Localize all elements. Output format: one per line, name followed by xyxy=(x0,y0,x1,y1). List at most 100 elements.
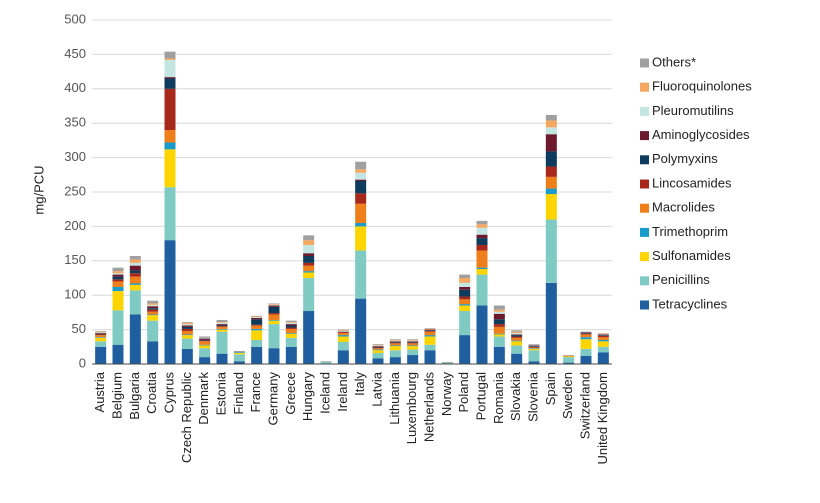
bar-segment xyxy=(129,259,141,263)
bar-segment xyxy=(147,308,159,310)
legend-label: Penicillins xyxy=(652,272,710,287)
bar-segment xyxy=(389,340,401,342)
bar-segment xyxy=(147,306,159,309)
bar-segment xyxy=(95,337,107,342)
bar-segment xyxy=(147,341,159,364)
bar-segment xyxy=(303,272,315,278)
x-tick-label: Netherlands xyxy=(421,372,436,443)
bar-segment xyxy=(597,341,609,347)
x-tick-label: Slovakia xyxy=(508,371,523,421)
x-tick-label: Poland xyxy=(456,372,471,412)
x-tick-label: Iceland xyxy=(317,372,332,414)
bar-segment xyxy=(164,58,176,60)
x-tick-label: France xyxy=(248,372,263,412)
x-tick-label: Finland xyxy=(231,372,246,415)
bar-segment xyxy=(476,305,488,364)
bar-segment xyxy=(493,334,505,337)
y-tick-label: 450 xyxy=(64,46,86,61)
bar-segment xyxy=(372,352,384,359)
bar-segment xyxy=(441,362,453,364)
bar-segment xyxy=(389,342,401,344)
bar-segment xyxy=(285,337,297,347)
bar-segment xyxy=(147,303,159,305)
legend-label: Lincosamides xyxy=(652,175,732,190)
bar-segment xyxy=(181,325,193,327)
bar-segment xyxy=(233,361,245,364)
bar-segment xyxy=(528,361,540,364)
bar-segment xyxy=(95,332,107,334)
bar-segment xyxy=(597,346,609,353)
bar-segment xyxy=(528,348,540,349)
bar-segment xyxy=(147,300,159,304)
bar-segment xyxy=(181,334,193,336)
bar-segment xyxy=(580,332,592,334)
bar-segment xyxy=(372,350,384,353)
bar-segment xyxy=(580,331,592,333)
legend-swatch xyxy=(640,131,649,141)
bar-segment xyxy=(285,322,297,323)
bar-segment xyxy=(337,332,349,334)
bar-segment xyxy=(112,267,124,272)
x-tick-label: Ireland xyxy=(335,372,350,412)
bar-segment xyxy=(129,273,141,277)
bar-segment xyxy=(268,306,280,314)
bar-segment xyxy=(355,169,367,173)
bar-segment xyxy=(147,311,159,315)
bar-segment xyxy=(389,345,401,347)
bar-segment xyxy=(199,357,211,364)
bar-segment xyxy=(424,329,436,331)
bar-segment xyxy=(355,180,367,194)
bar-segment xyxy=(303,240,315,245)
bar-segment xyxy=(285,328,297,334)
bar-segment xyxy=(355,172,367,180)
bar-segment xyxy=(112,273,124,275)
x-tick-label: Belgium xyxy=(109,372,124,419)
bar-segment xyxy=(337,333,349,336)
bar-segment xyxy=(476,234,488,239)
bar-segment xyxy=(511,335,523,337)
bar-segment xyxy=(597,334,609,336)
x-tick-label: Bulgaria xyxy=(127,371,142,419)
bar-segment xyxy=(545,176,557,189)
x-tick-label: Austria xyxy=(92,371,107,412)
x-tick-label: Switzerland xyxy=(577,372,592,439)
bar-segment xyxy=(355,298,367,364)
bar-segment xyxy=(129,283,141,285)
bar-segment xyxy=(181,322,193,323)
bar-segment xyxy=(95,337,107,338)
bar-segment xyxy=(95,333,107,335)
bar-segment xyxy=(216,319,228,323)
legend-label: Polymyxins xyxy=(652,151,718,166)
bar-segment xyxy=(112,310,124,345)
bar-segment xyxy=(511,336,523,338)
bar-segment xyxy=(181,335,193,339)
bar-segment xyxy=(233,354,245,362)
legend-swatch xyxy=(640,106,649,116)
bar-segment xyxy=(528,346,540,348)
bar-segment xyxy=(511,341,523,346)
bar-segment xyxy=(268,320,280,325)
bar-segment xyxy=(112,271,124,274)
bar-segment xyxy=(216,328,228,330)
bar-segment xyxy=(320,361,332,364)
y-tick-label: 200 xyxy=(64,218,86,233)
bar-segment xyxy=(372,346,384,347)
bar-segment xyxy=(112,276,124,280)
bar-segment xyxy=(112,344,124,364)
bar-segment xyxy=(493,346,505,364)
bar-segment xyxy=(251,330,263,340)
bar-segment xyxy=(597,339,609,342)
bar-segment xyxy=(580,334,592,338)
bar-segment xyxy=(112,281,124,287)
bar-segment xyxy=(424,328,436,329)
bar-segment xyxy=(389,343,401,346)
legend-swatch xyxy=(640,276,649,286)
legend-label: Trimethoprim xyxy=(652,224,728,239)
bar-segment xyxy=(147,309,159,312)
bar-segment xyxy=(147,304,159,307)
bar-segment xyxy=(528,347,540,349)
bar-segment xyxy=(493,313,505,320)
x-tick-label: Romania xyxy=(491,371,506,424)
bar-segment xyxy=(580,333,592,335)
